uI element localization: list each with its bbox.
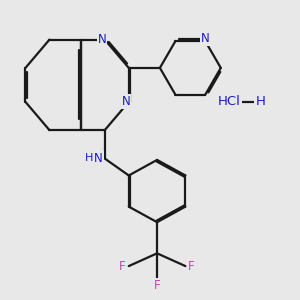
Text: F: F (154, 278, 160, 292)
Text: N: N (201, 32, 210, 45)
Text: N: N (122, 95, 130, 108)
Text: F: F (188, 260, 195, 273)
Text: F: F (119, 260, 126, 273)
Text: N: N (98, 33, 106, 46)
Text: N: N (94, 152, 103, 165)
Text: H: H (256, 95, 266, 108)
Text: HCl: HCl (218, 95, 241, 108)
Text: H: H (85, 154, 93, 164)
